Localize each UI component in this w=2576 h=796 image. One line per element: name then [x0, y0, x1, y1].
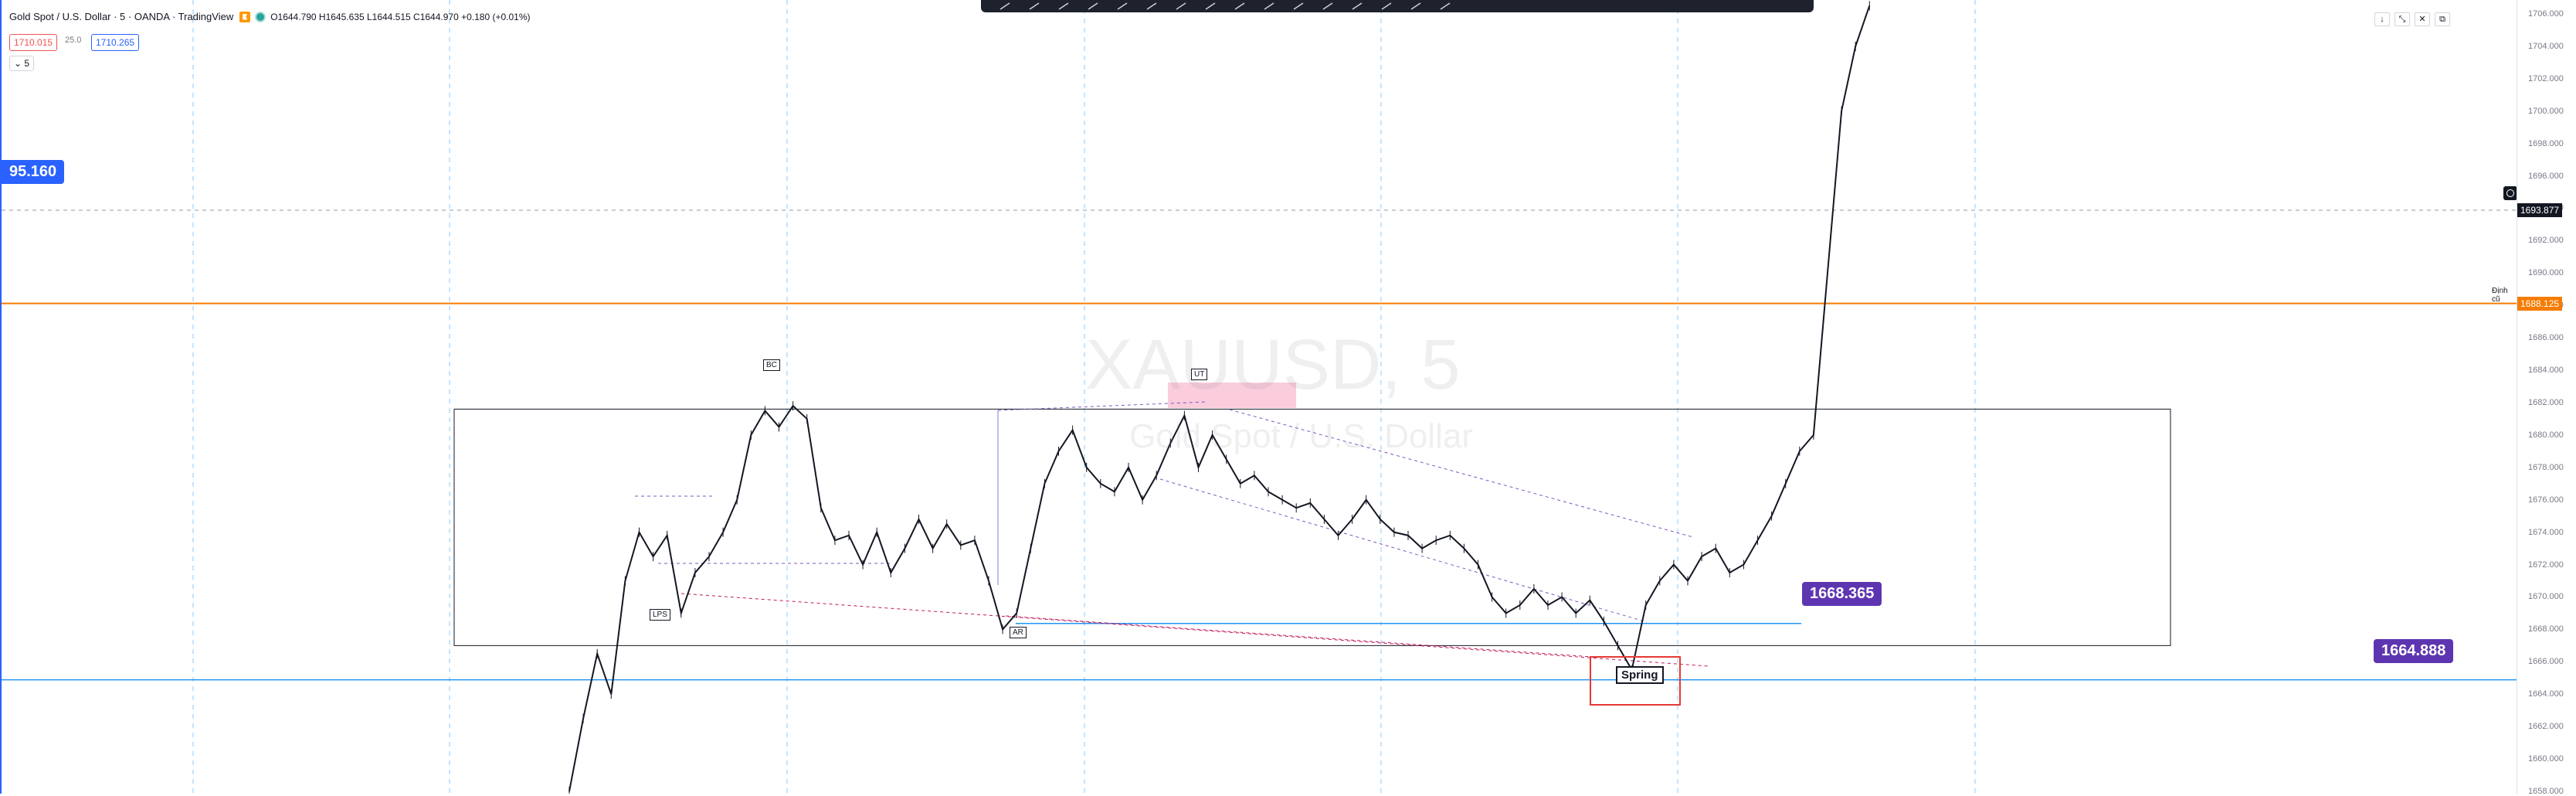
price-line — [568, 5, 1871, 792]
price-tick-label: 1660.000 — [2528, 754, 2564, 764]
fib-icon[interactable] — [1230, 2, 1250, 11]
grid-lines — [192, 0, 1976, 794]
price-tick-label: 1700.000 — [2528, 106, 2564, 116]
left-price-badge[interactable]: 95.160 — [2, 160, 65, 184]
chevron-down-icon: ⌄ — [14, 58, 22, 69]
channel-line-lower — [1159, 478, 1648, 623]
price-tick-label: 1682.000 — [2528, 397, 2564, 407]
settings-icon[interactable] — [1376, 2, 1397, 11]
chart-header: Gold Spot / U.S. Dollar · 5 · OANDA · Tr… — [9, 11, 530, 22]
drawings — [453, 383, 2171, 667]
path-icon[interactable] — [1318, 2, 1338, 11]
label-ar[interactable]: AR — [1010, 627, 1027, 638]
arrow-icon[interactable] — [1112, 2, 1132, 11]
price-tick-label: 1672.000 — [2528, 560, 2564, 570]
horizontal-line-price-label: 1688.125 — [2517, 296, 2563, 311]
label-bc[interactable]: BC — [763, 359, 780, 371]
symbol-title[interactable]: Gold Spot / U.S. Dollar · 5 · OANDA · Tr… — [9, 11, 234, 22]
chart-area[interactable]: XAUUSD, 5 Gold Spot / U.S. Dollar Gold S… — [0, 0, 2517, 794]
price-tick-label: 1680.000 — [2528, 430, 2564, 440]
price-tick-label: 1666.000 — [2528, 657, 2564, 667]
price-tick-label: 1704.000 — [2528, 41, 2564, 51]
right-price-badge[interactable]: 1664.888 — [2374, 639, 2454, 663]
measure-icon[interactable] — [1259, 2, 1279, 11]
watermark-symbol: XAUUSD, 5 — [1085, 325, 1461, 404]
price-tick-label: 1662.000 — [2528, 722, 2564, 732]
price-tick-label: 1658.000 — [2528, 787, 2564, 796]
callout-icon[interactable] — [1171, 2, 1191, 11]
price-tick-label: 1664.000 — [2528, 689, 2564, 699]
lock-icon[interactable] — [1406, 2, 1426, 11]
price-tick-label: 1676.000 — [2528, 495, 2564, 505]
price-tick-label: 1692.000 — [2528, 236, 2564, 246]
mid-price-badge[interactable]: 1668.365 — [1802, 582, 1882, 606]
spring-trend-line — [680, 593, 1709, 667]
more-icon[interactable] — [1435, 2, 1455, 11]
price-tick-label: 1684.000 — [2528, 366, 2564, 376]
crosshair-target-icon[interactable] — [2503, 186, 2517, 200]
price-scale[interactable]: 1706.000 1704.000 1702.000 1700.000 1698.000… — [2517, 0, 2576, 796]
label-ut[interactable]: UT — [1191, 369, 1208, 380]
brush-icon[interactable] — [995, 2, 1015, 11]
sell-button[interactable]: 1710.015 — [9, 34, 58, 51]
price-tick-label: 1678.000 — [2528, 462, 2564, 472]
crosshair-price-label: 1693.877 — [2517, 203, 2563, 218]
price-tick-label: 1670.000 — [2528, 592, 2564, 602]
pane-controls: ↓ ⤡ ✕ ⧉ — [2374, 12, 2450, 26]
text-icon[interactable] — [1347, 2, 1367, 11]
pane-control-close-icon[interactable]: ✕ — [2415, 12, 2430, 26]
range-rectangle — [453, 408, 2171, 646]
trend-line-top — [997, 401, 1207, 411]
market-open-dot-icon — [256, 12, 265, 21]
indicator-count: 5 — [24, 58, 30, 69]
pane-control-collapse-icon[interactable]: ⤡ — [2394, 12, 2410, 26]
horizontal-line-label: Định cũ — [2492, 287, 2508, 304]
watermark-description: Gold Spot / U.S. Dollar — [1129, 417, 1474, 455]
price-tick-label: 1696.000 — [2528, 171, 2564, 181]
price-tick-label: 1706.000 — [2528, 9, 2564, 19]
spread-value: 25.0 — [65, 36, 82, 45]
ray-icon[interactable] — [1054, 2, 1074, 11]
price-series — [568, 1, 1871, 794]
spring-highlight-box[interactable] — [1590, 656, 1681, 706]
pencil-icon[interactable] — [1083, 2, 1103, 11]
ohlc-values: O1644.790 H1645.635 L1644.515 C1644.970 … — [270, 11, 531, 22]
price-tick-label: 1686.000 — [2528, 333, 2564, 343]
flag-icon[interactable] — [239, 11, 251, 22]
trend-line-icon[interactable] — [1024, 2, 1044, 11]
drawing-toolbar — [981, 0, 1814, 12]
label-spring[interactable]: Spring — [1616, 666, 1664, 684]
price-tick-label: 1668.000 — [2528, 624, 2564, 634]
channel-icon[interactable] — [1200, 2, 1220, 11]
label-lps[interactable]: LPS — [650, 609, 670, 621]
price-tick-label: 1674.000 — [2528, 527, 2564, 537]
ar-trend-line — [1005, 615, 1593, 658]
pane-control-maximize-icon[interactable]: ⧉ — [2435, 12, 2450, 26]
pane-control-down-icon[interactable]: ↓ — [2374, 12, 2390, 26]
price-levels — [2, 209, 2517, 681]
rectangle-icon[interactable] — [1288, 2, 1308, 11]
supply-zone-rectangle — [1168, 383, 1296, 408]
buy-button[interactable]: 1710.265 — [91, 34, 140, 51]
flag-marker-icon[interactable] — [1142, 2, 1162, 11]
indicator-toggle[interactable]: ⌄ 5 — [9, 56, 35, 71]
price-tick-label: 1702.000 — [2528, 73, 2564, 83]
chart-canvas[interactable] — [2, 0, 2517, 794]
price-tick-label: 1698.000 — [2528, 138, 2564, 148]
price-tick-label: 1690.000 — [2528, 268, 2564, 278]
